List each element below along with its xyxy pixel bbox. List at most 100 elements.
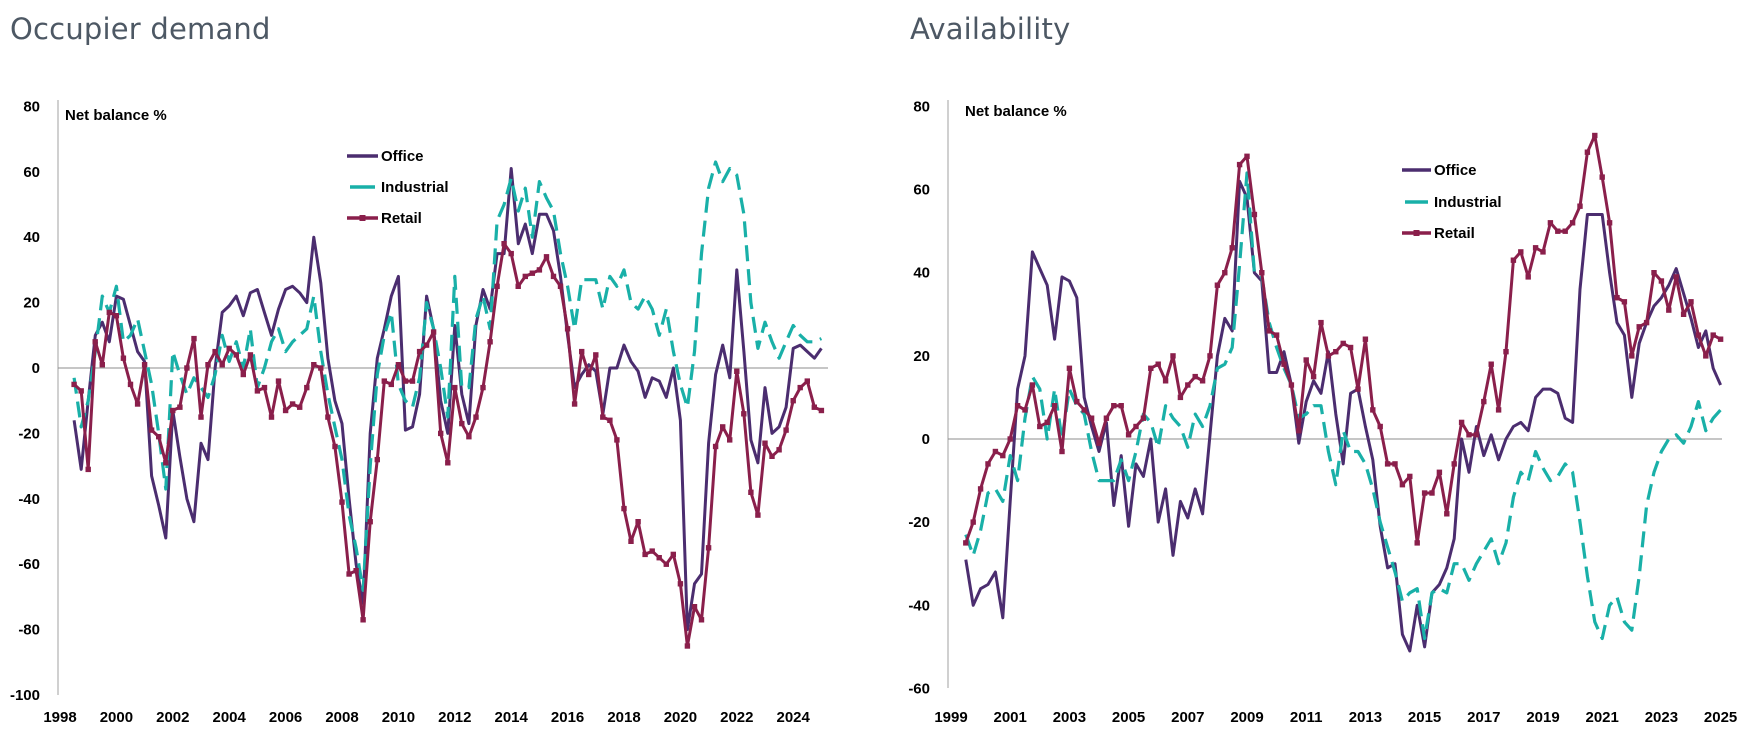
retail-marker [254,388,261,394]
retail-marker [600,414,606,420]
y-tick-label: 40 [913,265,930,282]
retail-marker [1118,403,1124,409]
retail-marker [977,486,984,492]
retail-marker [304,384,310,391]
x-tick-label: 2005 [1112,709,1145,726]
y-tick-label: 80 [23,98,40,115]
retail-marker [804,378,810,384]
retail-marker [388,381,394,388]
x-tick-label: 2011 [1290,709,1323,726]
retail-marker [1614,295,1620,301]
retail-marker [1296,428,1302,434]
x-tick-label: 2014 [495,709,529,726]
x-tick-label: 2018 [607,709,640,726]
retail-marker [1414,540,1420,546]
retail-marker [614,437,620,443]
retail-marker [593,352,599,358]
retail-marker [1384,461,1391,467]
retail-marker [1103,415,1110,421]
legend-label-office: Office [1434,162,1477,179]
retail-marker [1185,382,1191,388]
retail-marker [141,362,148,368]
retail-marker [1310,373,1317,380]
retail-marker [360,617,366,623]
retail-marker [1333,349,1339,355]
retail-marker [120,355,127,361]
retail-marker [409,378,416,384]
retail-marker [1466,432,1472,438]
retail-marker [1111,403,1117,409]
y-tick-label: 60 [23,164,40,181]
office-line [964,179,1722,653]
retail-marker [992,448,999,455]
legend-item-industrial: Industrial [350,179,449,196]
retail-marker [240,371,246,378]
retail-marker [1214,282,1221,288]
x-tick-label: 1999 [934,709,967,726]
retail-marker [656,555,662,561]
retail-marker [1266,328,1272,334]
retail-marker [416,348,423,355]
y-axis-label: Net balance % [965,103,1067,120]
retail-marker [1599,174,1605,180]
retail-marker [233,352,239,358]
retail-marker [346,571,352,577]
retail-marker [1458,419,1465,426]
retail-marker [452,384,458,391]
retail-marker [395,362,402,368]
retail-marker [1037,423,1043,430]
retail-marker [268,414,275,420]
retail-marker [1325,353,1332,359]
retail-marker [1318,319,1324,326]
retail-marker [1481,398,1487,405]
retail-marker [332,443,338,450]
retail-marker [663,561,669,567]
retail-marker [402,378,409,384]
retail-marker [1569,220,1576,226]
retail-marker [564,326,571,332]
retail-marker [480,384,486,391]
retail-marker [635,519,641,525]
retail-marker [1547,220,1554,226]
retail-marker [445,460,451,466]
retail-marker [367,519,373,525]
retail-marker [134,401,141,407]
retail-marker [1606,220,1613,226]
retail-marker [78,388,84,394]
y-tick-label: 80 [913,98,930,115]
retail-marker [1222,270,1228,276]
retail-marker [1710,332,1716,338]
x-tick-label: 2019 [1526,709,1559,726]
retail-marker [1473,432,1480,438]
x-tick-label: 2022 [720,709,753,726]
retail-marker [148,427,155,433]
industrial-series [72,160,823,593]
retail-marker [963,540,969,546]
retail-marker [734,368,740,374]
retail-marker [113,313,120,319]
x-tick-label: 2012 [438,709,471,726]
retail-marker [1244,153,1250,159]
y-tick-label: -20 [18,425,40,442]
retail-marker [1429,490,1435,496]
retail-marker [1658,278,1665,284]
retail-marker [1673,274,1679,280]
y-tick-label: 40 [23,229,40,246]
retail-marker [1096,440,1102,446]
retail-marker [1044,419,1050,426]
retail-marker [1281,361,1287,367]
retail-marker [466,434,472,440]
x-tick-label: 2023 [1645,709,1678,726]
retail-marker [1444,511,1450,517]
x-tick-label: 2020 [664,709,697,726]
retail-marker [1288,382,1295,388]
retail-marker [1703,353,1709,359]
retail-marker [163,460,169,466]
retail-marker [494,283,500,289]
x-tick-label: 2024 [777,709,811,726]
retail-marker [727,437,733,443]
y-axis-label: Net balance % [65,107,167,124]
retail-marker [783,427,789,433]
retail-marker [1170,353,1176,359]
retail-marker [459,420,465,427]
